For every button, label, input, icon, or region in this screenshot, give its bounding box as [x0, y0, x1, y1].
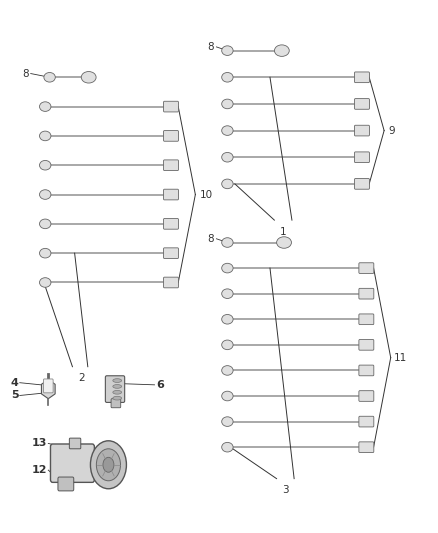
Ellipse shape — [39, 278, 51, 287]
Ellipse shape — [221, 289, 233, 298]
Ellipse shape — [113, 390, 121, 394]
Text: 10: 10 — [199, 190, 212, 199]
Ellipse shape — [90, 441, 126, 489]
Ellipse shape — [39, 219, 51, 229]
Ellipse shape — [221, 391, 233, 401]
FancyBboxPatch shape — [354, 179, 369, 189]
FancyBboxPatch shape — [354, 152, 369, 163]
Ellipse shape — [96, 449, 120, 481]
Ellipse shape — [39, 102, 51, 111]
Text: 8: 8 — [22, 69, 28, 78]
Ellipse shape — [221, 72, 233, 82]
FancyBboxPatch shape — [163, 101, 178, 112]
Ellipse shape — [39, 160, 51, 170]
Text: 9: 9 — [388, 126, 394, 135]
FancyBboxPatch shape — [358, 340, 373, 350]
Ellipse shape — [221, 99, 233, 109]
FancyBboxPatch shape — [358, 442, 373, 453]
Ellipse shape — [221, 442, 233, 452]
Ellipse shape — [102, 457, 114, 472]
Ellipse shape — [221, 340, 233, 350]
FancyBboxPatch shape — [105, 376, 124, 402]
FancyBboxPatch shape — [354, 72, 369, 83]
Text: 8: 8 — [207, 42, 214, 52]
Text: 12: 12 — [32, 465, 47, 475]
Ellipse shape — [221, 179, 233, 189]
Text: 13: 13 — [32, 439, 47, 448]
Ellipse shape — [113, 397, 121, 400]
Ellipse shape — [221, 238, 233, 247]
FancyBboxPatch shape — [358, 314, 373, 325]
FancyBboxPatch shape — [69, 438, 81, 449]
FancyBboxPatch shape — [358, 365, 373, 376]
Text: 8: 8 — [207, 234, 214, 244]
Ellipse shape — [39, 131, 51, 141]
Ellipse shape — [274, 45, 289, 56]
Text: 2: 2 — [78, 373, 85, 383]
FancyBboxPatch shape — [43, 379, 53, 393]
FancyBboxPatch shape — [163, 160, 178, 171]
FancyBboxPatch shape — [58, 477, 74, 491]
FancyBboxPatch shape — [358, 416, 373, 427]
Text: 1: 1 — [279, 227, 286, 237]
FancyBboxPatch shape — [111, 399, 120, 408]
FancyBboxPatch shape — [358, 288, 373, 299]
FancyBboxPatch shape — [163, 131, 178, 141]
Ellipse shape — [276, 237, 291, 248]
Ellipse shape — [39, 248, 51, 258]
FancyBboxPatch shape — [163, 189, 178, 200]
Ellipse shape — [221, 417, 233, 426]
Text: 6: 6 — [155, 380, 163, 390]
Ellipse shape — [113, 378, 121, 383]
Ellipse shape — [221, 152, 233, 162]
Text: 11: 11 — [393, 353, 406, 362]
Text: 5: 5 — [11, 391, 18, 400]
FancyBboxPatch shape — [50, 444, 94, 482]
Ellipse shape — [221, 263, 233, 273]
Text: 4: 4 — [11, 378, 18, 387]
Ellipse shape — [221, 126, 233, 135]
FancyBboxPatch shape — [163, 248, 178, 259]
Text: 3: 3 — [281, 485, 288, 495]
Polygon shape — [41, 379, 55, 399]
Ellipse shape — [221, 314, 233, 324]
FancyBboxPatch shape — [358, 391, 373, 401]
FancyBboxPatch shape — [163, 219, 178, 229]
Ellipse shape — [44, 72, 55, 82]
Ellipse shape — [39, 190, 51, 199]
Ellipse shape — [81, 71, 96, 83]
Ellipse shape — [221, 366, 233, 375]
FancyBboxPatch shape — [358, 263, 373, 273]
FancyBboxPatch shape — [354, 99, 369, 109]
FancyBboxPatch shape — [354, 125, 369, 136]
FancyBboxPatch shape — [163, 277, 178, 288]
Ellipse shape — [113, 384, 121, 388]
Ellipse shape — [221, 46, 233, 55]
